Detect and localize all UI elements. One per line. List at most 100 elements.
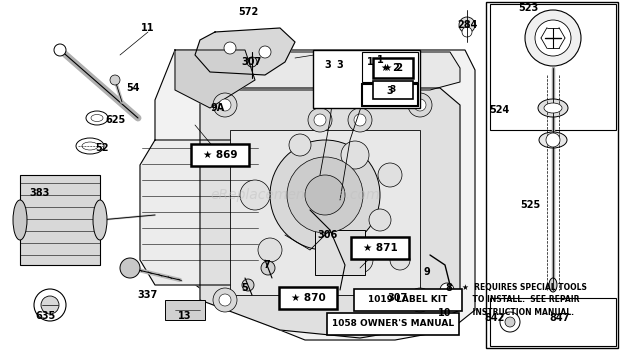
Text: 842: 842: [485, 313, 505, 323]
Bar: [362, 84, 418, 106]
Circle shape: [305, 175, 345, 215]
Polygon shape: [140, 140, 280, 285]
Text: 383: 383: [30, 188, 50, 198]
Bar: [351, 237, 409, 259]
Text: 11: 11: [141, 23, 155, 33]
Bar: [373, 81, 413, 99]
Circle shape: [287, 157, 363, 233]
Circle shape: [289, 134, 311, 156]
Circle shape: [347, 247, 373, 273]
Circle shape: [341, 141, 369, 169]
Bar: [362, 52, 418, 82]
Bar: [191, 144, 249, 166]
Text: 3: 3: [337, 60, 343, 70]
Circle shape: [348, 108, 372, 132]
Text: 525: 525: [520, 200, 540, 210]
Text: ★ 871: ★ 871: [363, 243, 397, 253]
Circle shape: [378, 163, 402, 187]
Ellipse shape: [549, 278, 557, 292]
Ellipse shape: [538, 99, 568, 117]
Circle shape: [270, 140, 380, 250]
Text: 54: 54: [126, 83, 140, 93]
Circle shape: [369, 209, 391, 231]
Circle shape: [213, 288, 237, 312]
Circle shape: [110, 75, 120, 85]
Text: 5: 5: [242, 283, 249, 293]
Text: 635: 635: [36, 311, 56, 321]
Text: ★ 870: ★ 870: [291, 293, 326, 303]
Text: 13: 13: [179, 311, 192, 321]
Bar: [354, 289, 462, 311]
Circle shape: [505, 317, 515, 327]
Bar: [279, 287, 337, 309]
Circle shape: [414, 294, 426, 306]
Circle shape: [34, 289, 66, 321]
Circle shape: [408, 288, 432, 312]
Ellipse shape: [91, 114, 103, 121]
Circle shape: [535, 20, 571, 56]
Circle shape: [219, 294, 231, 306]
Circle shape: [240, 180, 270, 210]
Bar: [486, 2, 618, 348]
Circle shape: [224, 42, 236, 54]
Polygon shape: [175, 50, 255, 108]
Ellipse shape: [86, 111, 108, 125]
Text: 1: 1: [366, 57, 373, 67]
Bar: [315, 230, 365, 275]
Circle shape: [120, 258, 140, 278]
Circle shape: [247, 57, 257, 67]
Text: 3: 3: [390, 85, 396, 95]
Bar: [313, 50, 420, 108]
Text: 8: 8: [446, 283, 453, 293]
Circle shape: [308, 108, 332, 132]
Ellipse shape: [13, 200, 27, 240]
Text: ★ 869: ★ 869: [203, 150, 237, 160]
Ellipse shape: [82, 142, 98, 150]
Polygon shape: [200, 52, 460, 90]
Text: 307: 307: [387, 293, 407, 303]
Text: 7: 7: [264, 260, 270, 270]
Ellipse shape: [76, 138, 104, 154]
Text: 847: 847: [550, 313, 570, 323]
Text: 284: 284: [457, 20, 477, 30]
Text: 52: 52: [95, 143, 108, 153]
Text: 307: 307: [242, 57, 262, 67]
Text: 572: 572: [238, 7, 258, 17]
Circle shape: [440, 283, 454, 297]
Circle shape: [390, 250, 410, 270]
Text: 10: 10: [438, 308, 452, 318]
Text: 1019 LABEL KIT: 1019 LABEL KIT: [368, 295, 448, 305]
Text: ★  REQUIRES SPECIAL TOOLS
    TO INSTALL.  SEE REPAIR
    INSTRUCTION MANUAL.: ★ REQUIRES SPECIAL TOOLS TO INSTALL. SEE…: [462, 283, 587, 317]
Circle shape: [525, 10, 581, 66]
Ellipse shape: [539, 132, 567, 148]
Circle shape: [219, 99, 231, 111]
Text: 3: 3: [387, 86, 393, 96]
Circle shape: [408, 93, 432, 117]
Circle shape: [314, 114, 326, 126]
Text: 524: 524: [489, 105, 509, 115]
Polygon shape: [195, 28, 295, 75]
Text: ★ 2: ★ 2: [381, 63, 399, 73]
Bar: [490, 4, 616, 130]
Circle shape: [459, 17, 475, 33]
Text: 9: 9: [423, 267, 430, 277]
Circle shape: [259, 46, 271, 58]
Polygon shape: [155, 50, 475, 340]
Circle shape: [261, 261, 275, 275]
Text: 625: 625: [106, 115, 126, 125]
Bar: [373, 58, 413, 78]
Circle shape: [213, 93, 237, 117]
Text: ★ 2: ★ 2: [383, 63, 403, 73]
Bar: [327, 313, 459, 335]
Bar: [490, 298, 616, 346]
Circle shape: [414, 99, 426, 111]
Polygon shape: [200, 88, 460, 338]
Circle shape: [462, 27, 472, 37]
Bar: [230, 130, 420, 295]
Text: 1058 OWNER'S MANUAL: 1058 OWNER'S MANUAL: [332, 319, 454, 329]
Text: eReplacementParts.com: eReplacementParts.com: [210, 188, 379, 202]
Ellipse shape: [544, 103, 562, 113]
Text: 1: 1: [376, 55, 383, 65]
Circle shape: [54, 44, 66, 56]
Circle shape: [41, 296, 59, 314]
